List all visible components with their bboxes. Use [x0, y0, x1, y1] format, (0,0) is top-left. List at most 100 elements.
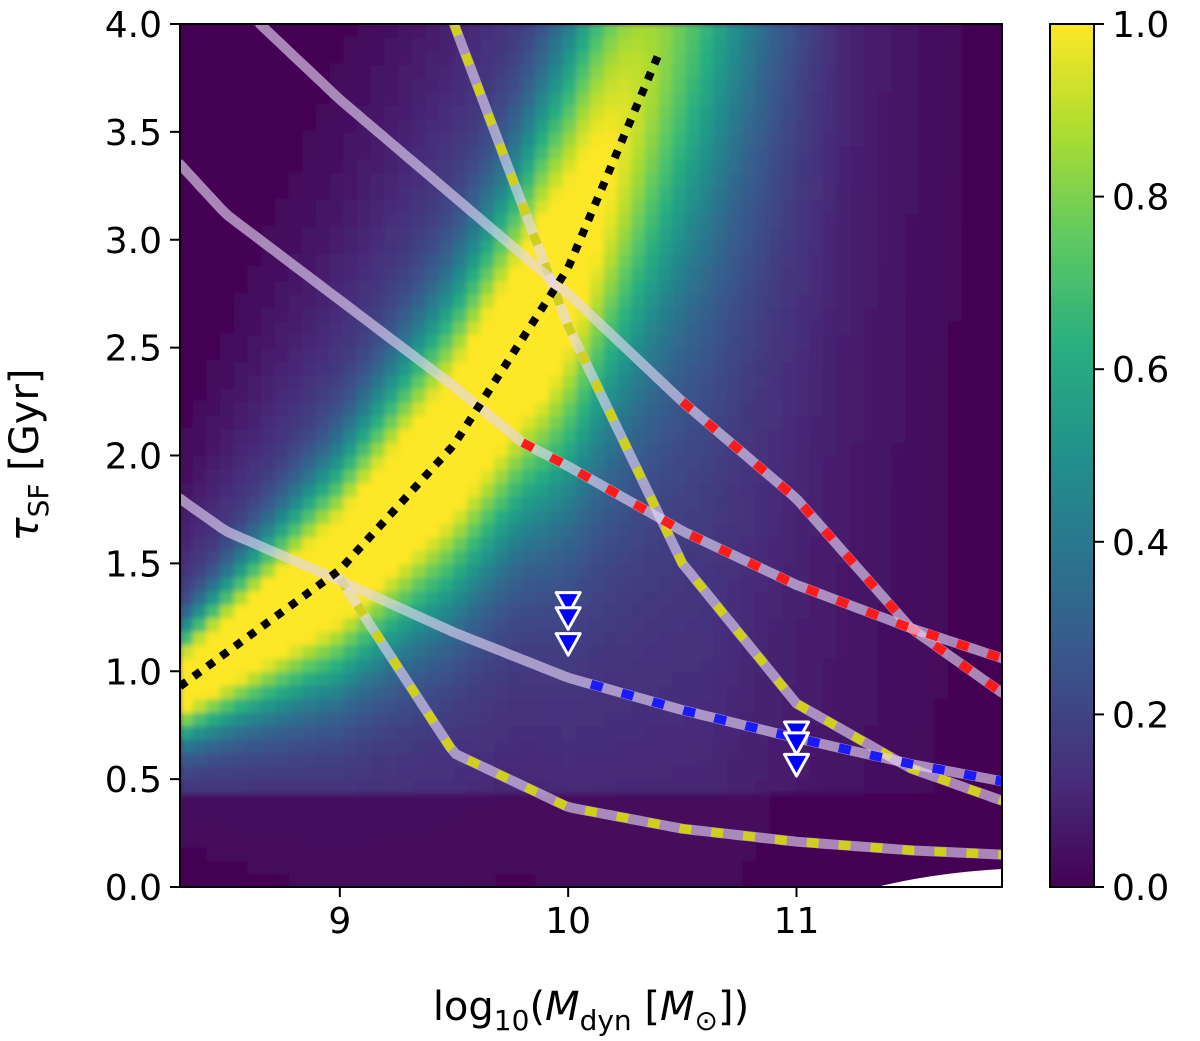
heatmap-cell [754, 400, 771, 417]
heatmap-cell [288, 535, 305, 551]
heatmap-cell [768, 441, 784, 457]
heatmap-cell [180, 575, 195, 592]
heatmap-cell [439, 252, 455, 268]
heatmap-cell [850, 144, 866, 160]
heatmap-cell [699, 845, 716, 862]
heatmap-cell [658, 441, 675, 457]
heatmap-cell [439, 535, 455, 551]
heatmap-cell [357, 494, 373, 511]
heatmap-cell [411, 441, 428, 457]
heatmap-cell [891, 90, 908, 106]
heatmap-cell [343, 832, 360, 848]
heatmap-cell [781, 414, 798, 430]
heatmap-cell [822, 575, 839, 592]
heatmap-cell [685, 643, 702, 659]
heatmap-cell [727, 414, 743, 430]
heatmap-cell [220, 724, 236, 740]
heatmap-cell [507, 292, 524, 309]
heatmap-cell [768, 130, 784, 147]
heatmap-cell [384, 778, 401, 794]
heatmap-cell [795, 481, 812, 497]
heatmap-cell [439, 508, 455, 524]
heatmap-cell [425, 117, 442, 133]
heatmap-cell [302, 818, 318, 835]
heatmap-cell [343, 670, 360, 686]
heatmap-cell [727, 494, 743, 511]
colorbar-tick-label: 0.8 [1112, 178, 1169, 219]
heatmap-cell [740, 683, 757, 700]
heatmap-cell [233, 427, 250, 444]
heatmap-cell [343, 211, 360, 228]
heatmap-cell [425, 49, 442, 66]
heatmap-cell [946, 130, 962, 147]
heatmap-cell [713, 778, 729, 794]
heatmap-cell [685, 602, 702, 619]
heatmap-cell [411, 90, 428, 106]
heatmap-cell [713, 441, 729, 457]
heatmap-cell [644, 845, 661, 862]
heatmap-cell [590, 575, 606, 592]
heatmap-cell [644, 103, 661, 120]
heatmap-cell [192, 616, 209, 632]
colorbar-ticks: 0.00.20.40.60.81.0 [1094, 5, 1169, 909]
heatmap-cell [864, 629, 880, 646]
heatmap-cell [480, 360, 497, 376]
heatmap-cell [562, 441, 579, 457]
heatmap-cell [932, 656, 949, 673]
heatmap-cell [329, 360, 346, 376]
heatmap-cell [644, 400, 661, 417]
heatmap-cell [727, 737, 743, 754]
heatmap-cell [398, 373, 414, 390]
heatmap-cell [480, 36, 497, 52]
heatmap-cell [891, 333, 908, 349]
heatmap-cell [261, 467, 277, 484]
heatmap-cell [411, 211, 428, 228]
heatmap-cell [521, 103, 538, 120]
heatmap-cell [727, 252, 743, 268]
heatmap-cell [466, 279, 483, 295]
heatmap-cell [946, 24, 962, 39]
heatmap-cell [850, 683, 866, 700]
heatmap-cell [453, 805, 469, 821]
heatmap-cell [822, 400, 839, 417]
heatmap-cell [877, 171, 894, 187]
heatmap-cell [685, 198, 702, 214]
heatmap-cell [384, 387, 401, 403]
heatmap-cell [274, 400, 291, 417]
heatmap-cell [946, 36, 962, 52]
heatmap-cell [370, 791, 387, 808]
heatmap-cell [329, 697, 346, 713]
heatmap-cell [877, 265, 894, 282]
heatmap-cell [439, 859, 455, 875]
heatmap-cell [836, 319, 853, 336]
heatmap-cell [398, 198, 414, 214]
heatmap-cell [206, 494, 223, 511]
heatmap-cell [822, 454, 839, 470]
heatmap-cell [370, 414, 387, 430]
heatmap-cell [274, 225, 291, 241]
heatmap-cell [740, 198, 757, 214]
heatmap-cell [302, 481, 318, 497]
heatmap-cell [494, 454, 510, 470]
heatmap-cell [713, 225, 729, 241]
heatmap-cell [685, 265, 702, 282]
heatmap-cell [562, 373, 579, 390]
heatmap-cell [891, 171, 908, 187]
heatmap-cell [329, 589, 346, 605]
heatmap-cell [795, 629, 812, 646]
heatmap-cell [809, 562, 825, 578]
heatmap-cell [713, 494, 729, 511]
heatmap-cell [754, 306, 771, 322]
heatmap-cell [740, 130, 757, 147]
heatmap-cell [617, 832, 634, 848]
heatmap-cell [521, 76, 538, 93]
heatmap-cell [713, 859, 729, 875]
heatmap-cell [384, 279, 401, 295]
heatmap-cell [507, 414, 524, 430]
heatmap-cell [631, 36, 647, 52]
heatmap-cell [521, 602, 538, 619]
heatmap-cell [302, 859, 318, 875]
heatmap-cell [425, 198, 442, 214]
heatmap-cell [288, 414, 305, 430]
heatmap-cell [261, 387, 277, 403]
